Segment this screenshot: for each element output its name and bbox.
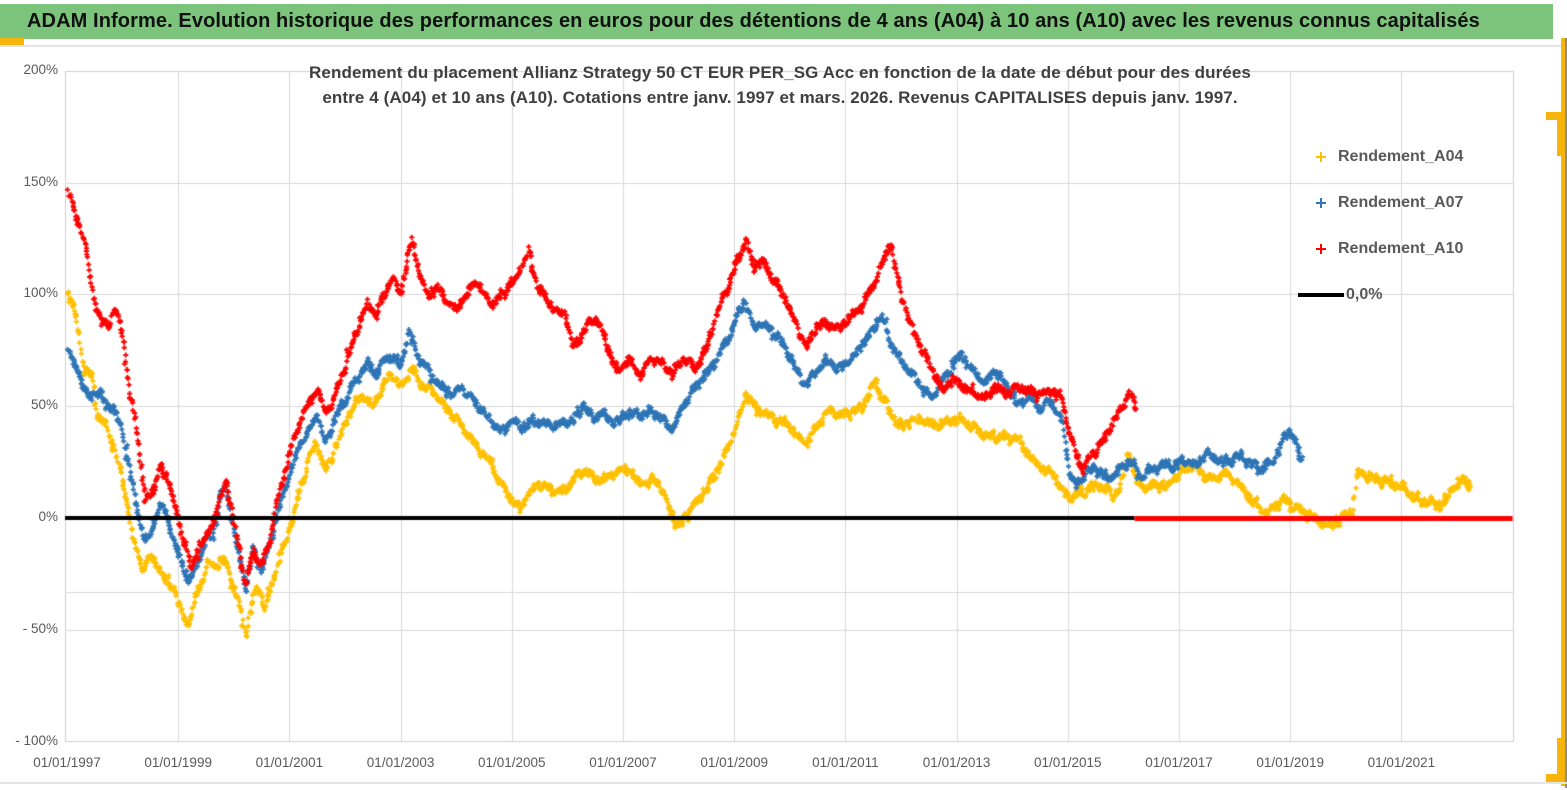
legend-label: 0,0% xyxy=(1346,286,1383,303)
legend-label: Rendement_A04 xyxy=(1338,148,1464,165)
header-banner: ADAM Informe. Evolution historique des p… xyxy=(0,4,1553,39)
x-tick-label: 01/01/2015 xyxy=(1034,755,1102,770)
chart-object-bottom-border xyxy=(0,782,1567,784)
y-tick-label: 200% xyxy=(23,61,58,77)
y-tick-label: 0% xyxy=(38,509,58,524)
gold-corner-mark-topleft xyxy=(0,38,24,45)
header-title: ADAM Informe. Evolution historique des p… xyxy=(27,10,1480,32)
y-tick-label: - 50% xyxy=(22,620,58,636)
x-tick-label: 01/01/2011 xyxy=(812,755,879,770)
gold-bracket-right-top xyxy=(1546,112,1566,120)
legend-item-rendement-a10[interactable]: Rendement_A10 xyxy=(1298,234,1463,264)
y-tick-label: 50% xyxy=(30,397,58,413)
chart-title-line1: Rendement du placement Allianz Strategy … xyxy=(309,63,1251,82)
legend-line-swatch-icon xyxy=(1298,293,1344,297)
x-tick-label: 01/01/2007 xyxy=(589,755,657,770)
legend-plus-marker-icon xyxy=(1314,242,1328,256)
x-tick-label: 01/01/2001 xyxy=(255,755,324,770)
chart-title-line2: entre 4 (A04) et 10 ans (A10). Cotations… xyxy=(322,88,1238,107)
legend-plus-marker-icon xyxy=(1314,196,1328,210)
x-tick-label: 01/01/2005 xyxy=(478,755,546,770)
x-tick-label: 01/01/2021 xyxy=(1367,755,1436,770)
legend-label: Rendement_A10 xyxy=(1338,240,1464,257)
y-tick-label: 100% xyxy=(23,285,58,301)
legend-item-rendement-a04[interactable]: Rendement_A04 xyxy=(1298,142,1463,172)
chart-object-right-border xyxy=(1565,38,1567,788)
y-tick-label: - 100% xyxy=(15,732,58,748)
gold-bracket-bottomright-v xyxy=(1557,738,1566,783)
x-tick-label: 01/01/2019 xyxy=(1256,755,1324,770)
gold-bracket-bottomright-h xyxy=(1546,774,1566,783)
legend-item-0-0-[interactable]: 0,0% xyxy=(1298,280,1382,310)
header-underline xyxy=(0,45,1567,47)
x-tick-label: 01/01/1997 xyxy=(33,755,101,770)
x-tick-label: 01/01/2009 xyxy=(700,755,768,770)
y-tick-label: 150% xyxy=(23,173,58,189)
legend-plus-marker-icon xyxy=(1314,150,1328,164)
gold-bracket-right-side xyxy=(1557,112,1566,156)
x-tick-label: 01/01/2017 xyxy=(1145,755,1213,770)
legend-item-rendement-a07[interactable]: Rendement_A07 xyxy=(1298,188,1463,218)
x-tick-label: 01/01/2013 xyxy=(922,755,991,770)
legend-label: Rendement_A07 xyxy=(1338,194,1464,211)
x-tick-label: 01/01/2003 xyxy=(366,755,435,770)
gold-edge-strip-right xyxy=(1561,38,1565,786)
x-tick-label: 01/01/1999 xyxy=(144,755,212,770)
